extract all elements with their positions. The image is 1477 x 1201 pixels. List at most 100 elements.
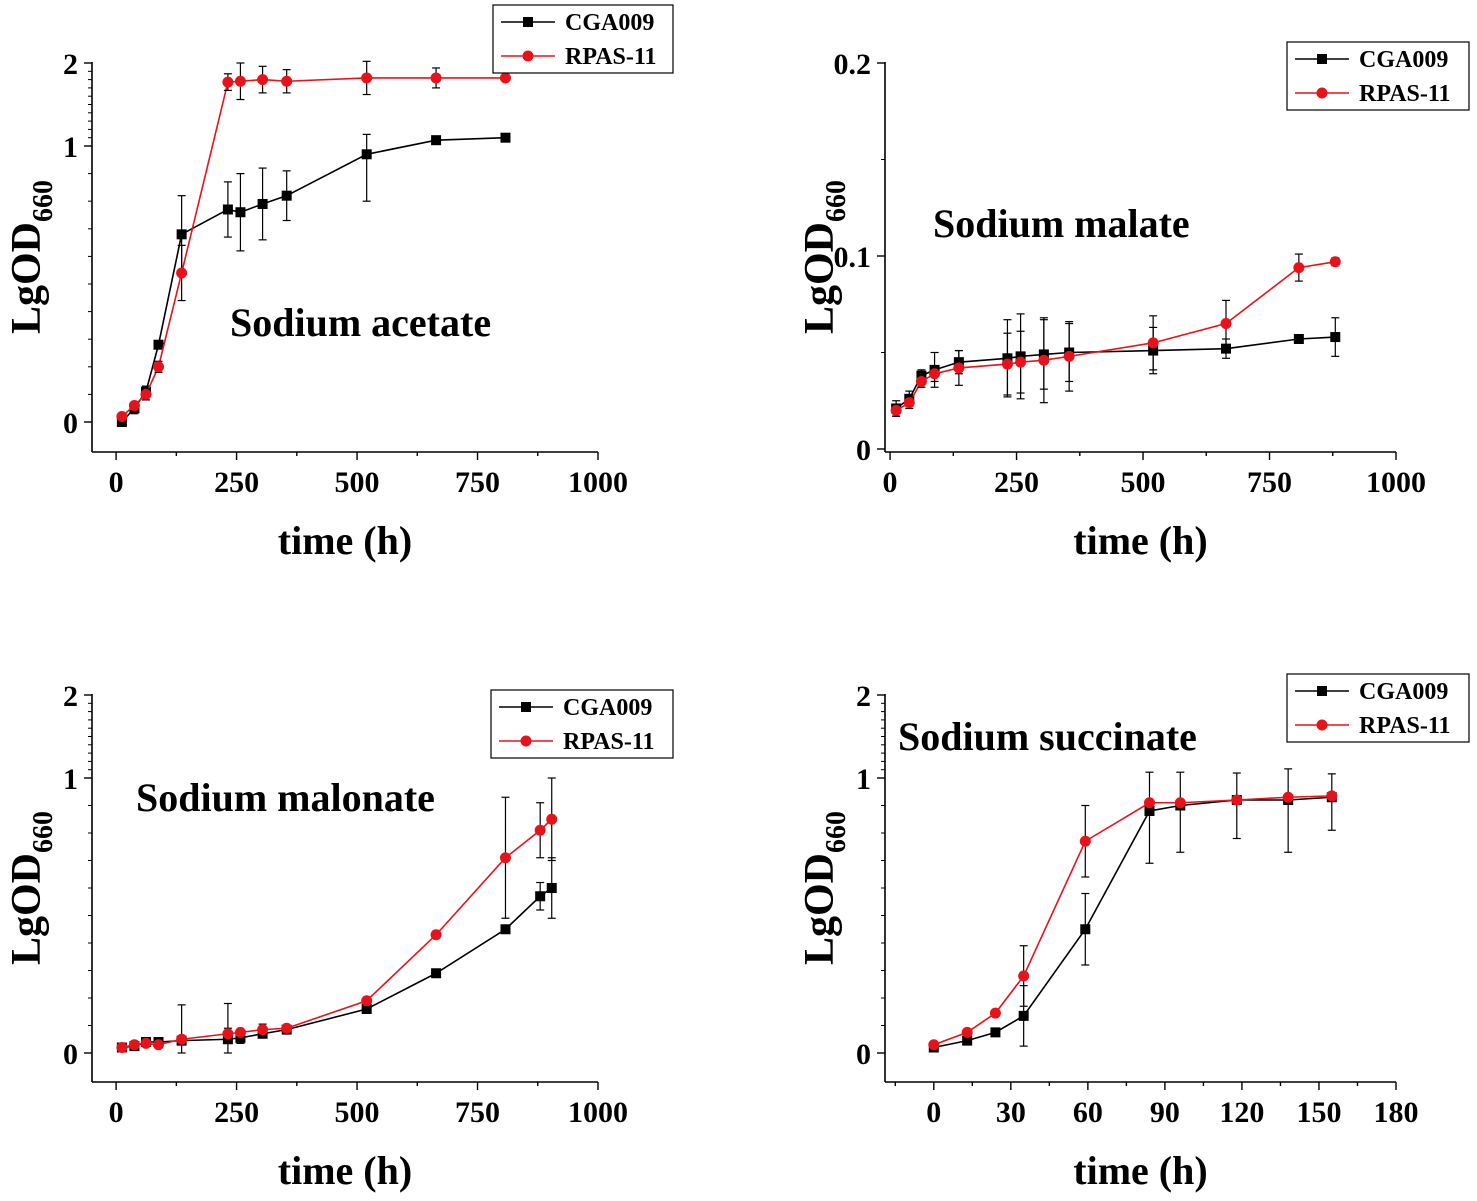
series-line <box>895 336 1336 410</box>
series-CGA009 <box>116 132 511 427</box>
legend-label: CGA009 <box>563 695 652 721</box>
panel-title: Sodium acetate <box>230 300 491 345</box>
data-point <box>1147 337 1159 349</box>
legend-label: RPAS-11 <box>565 44 657 70</box>
x-tick-label: 90 <box>1150 1096 1180 1129</box>
data-point <box>176 267 188 279</box>
y-axis-label-main: LgOD <box>797 222 843 334</box>
data-point <box>500 132 511 143</box>
series-line <box>121 818 553 1049</box>
legend-label: RPAS-11 <box>1359 713 1451 739</box>
x-tick-label: 1000 <box>1366 466 1426 499</box>
data-point <box>1282 791 1294 803</box>
legend-marker <box>522 50 534 62</box>
data-point <box>116 417 127 427</box>
y-tick-label: 2 <box>856 680 871 713</box>
legend: CGA009 RPAS-11 <box>490 689 674 759</box>
data-point <box>890 404 902 416</box>
x-tick-label: 500 <box>1121 466 1166 499</box>
data-point <box>1221 343 1232 354</box>
data-point <box>1080 924 1091 935</box>
data-point <box>1329 256 1341 268</box>
legend-marker <box>521 702 531 712</box>
data-point <box>1144 806 1155 816</box>
data-point <box>430 72 442 84</box>
data-point <box>990 1027 1001 1038</box>
panel-title: Sodium malonate <box>136 775 435 820</box>
data-point <box>1174 797 1186 809</box>
data-point <box>1231 794 1243 806</box>
panel-title: Sodium succinate <box>898 714 1197 759</box>
legend: CGA009 RPAS-11 <box>1286 673 1470 743</box>
x-tick-label: 750 <box>455 1096 500 1129</box>
series-CGA009 <box>928 768 1337 1053</box>
data-point <box>140 388 152 400</box>
data-point <box>1220 318 1232 330</box>
x-axis-label: time (h) <box>1073 518 1207 563</box>
chart-panel-3: 0 250 500 750 1000 0 1 2 time (h) LgOD660 Sodium m… <box>4 680 674 1193</box>
legend: CGA009 RPAS-11 <box>492 4 674 74</box>
data-point <box>128 399 140 411</box>
y-axis-label-main: LgOD <box>797 853 843 965</box>
data-point <box>499 72 511 84</box>
data-point <box>361 72 373 84</box>
data-point <box>361 1004 372 1014</box>
legend-marker <box>1317 54 1327 64</box>
data-point <box>281 75 293 87</box>
series-RPAS-11 <box>116 60 511 422</box>
data-point <box>257 1024 269 1036</box>
x-tick-label: 250 <box>994 466 1039 499</box>
data-point <box>234 75 246 87</box>
y-axis-label-main: LgOD <box>4 222 50 334</box>
series-line <box>933 795 1332 1046</box>
y-tick-label: 0 <box>63 407 78 440</box>
data-point <box>961 1026 973 1038</box>
panel-title: Sodium malate <box>933 201 1190 246</box>
data-point <box>257 198 268 209</box>
series-RPAS-11 <box>890 253 1341 417</box>
x-tick-label: 0 <box>109 1096 124 1129</box>
chart-panel-4: 0 30 60 90 120 150 180 0 1 2 time (h) LgOD660 Sodium… <box>797 673 1470 1193</box>
data-point <box>535 891 546 902</box>
data-point <box>234 1026 246 1038</box>
data-point <box>176 229 187 240</box>
chart-panel-2: 0 250 500 750 1000 0 0.1 0.2 time (h) LgOD660 Sodi… <box>797 41 1470 563</box>
series-line <box>895 260 1336 412</box>
x-tick-label: 250 <box>214 1096 259 1129</box>
data-point <box>534 824 546 836</box>
y-axis-label-subscript: 660 <box>821 180 852 222</box>
data-point <box>222 204 233 215</box>
y-tick-label: 0 <box>856 434 871 467</box>
y-tick-label: 0.1 <box>834 241 872 274</box>
legend: CGA009 RPAS-11 <box>1286 41 1470 111</box>
data-point <box>1063 350 1075 362</box>
x-tick-label: 180 <box>1374 1096 1419 1129</box>
y-tick-label: 1 <box>63 763 78 796</box>
legend-marker <box>520 735 532 747</box>
x-tick-label: 0 <box>883 466 898 499</box>
data-point <box>222 1028 234 1040</box>
data-point <box>153 361 165 373</box>
data-point <box>128 1039 140 1051</box>
series-CGA009 <box>116 857 557 1054</box>
y-axis-label: LgOD660 <box>4 811 59 965</box>
data-point <box>116 1042 128 1053</box>
data-point <box>1293 333 1304 344</box>
legend-marker <box>1317 686 1327 696</box>
y-tick-label: 2 <box>63 680 78 713</box>
y-axis-label-subscript: 660 <box>821 811 852 853</box>
data-point <box>962 1035 973 1046</box>
data-point <box>431 135 442 146</box>
data-point <box>140 1037 152 1049</box>
x-tick-label: 1000 <box>568 1096 628 1129</box>
legend-label: RPAS-11 <box>563 729 655 755</box>
series-RPAS-11 <box>116 777 558 1053</box>
y-axis-label: LgOD660 <box>797 811 852 965</box>
legend-marker <box>1316 87 1328 99</box>
legend-marker <box>1316 719 1328 731</box>
data-point <box>281 190 292 201</box>
legend-label: RPAS-11 <box>1359 81 1451 107</box>
data-point <box>431 968 442 979</box>
data-point <box>176 1033 188 1045</box>
y-tick-label: 0.2 <box>834 48 872 81</box>
